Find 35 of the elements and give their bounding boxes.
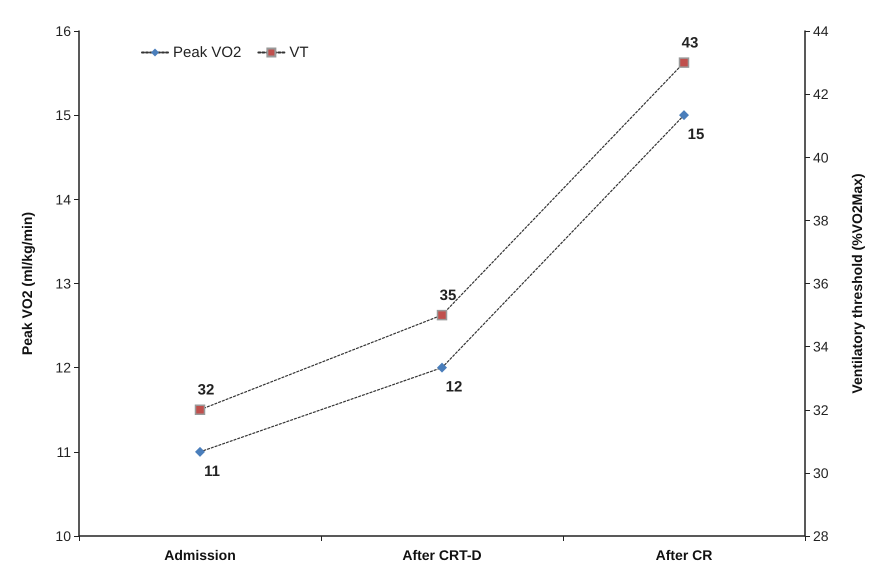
y2-tick-label: 44 [813, 23, 829, 39]
y-axis-title: Peak VO2 (ml/kg/min) [19, 212, 35, 356]
y-tick-label: 13 [55, 276, 72, 292]
y-tick-label: 11 [56, 444, 72, 460]
point [194, 404, 206, 415]
x-tick-label: After CR [656, 547, 712, 563]
x-tick-label: After CRT-D [402, 547, 482, 563]
data-label: 43 [682, 34, 698, 52]
point [679, 110, 689, 120]
y-tick-label: 12 [55, 360, 72, 376]
y2-tick-label: 38 [813, 212, 829, 228]
y-tick-label: 10 [55, 528, 72, 544]
y2-tick-label: 42 [813, 86, 829, 102]
point [195, 446, 205, 457]
data-label: 35 [440, 286, 456, 304]
y2-tick-label: 32 [813, 402, 829, 418]
data-label: 32 [198, 382, 214, 398]
y2-tick-label: 34 [813, 338, 829, 355]
y2-tick-label: 30 [813, 464, 829, 481]
y-tick-label: 15 [55, 107, 72, 124]
y2-tick-label: 36 [813, 276, 829, 292]
y-tick-label: 14 [55, 191, 72, 208]
data-label: 15 [688, 126, 704, 144]
point [678, 57, 690, 68]
legend-label: VT [289, 44, 309, 61]
point [436, 310, 448, 320]
point [437, 362, 447, 373]
x-tick-label: Admission [164, 547, 236, 563]
data-label: 11 [204, 462, 220, 480]
y2-tick-label: 28 [813, 528, 829, 544]
y2-axis-title: Ventilatory threshold (%VO2Max) [849, 173, 865, 394]
data-label: 12 [446, 378, 462, 396]
y2-tick-label: 40 [813, 149, 829, 166]
legend-label: Peak VO2 [173, 44, 242, 61]
y-tick-label: 16 [55, 23, 72, 39]
